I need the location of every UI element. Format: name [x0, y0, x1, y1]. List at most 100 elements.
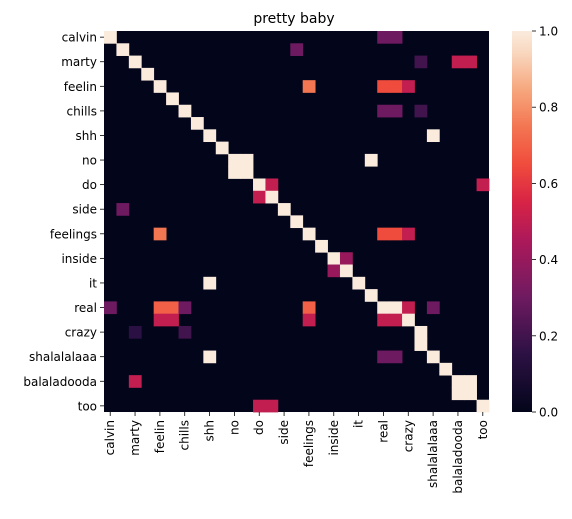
x-tick-label: do	[252, 420, 266, 435]
y-tick-label: too	[78, 399, 97, 413]
heatmap-cell	[240, 153, 254, 167]
heatmap-cell	[253, 178, 266, 192]
heatmap-cell	[364, 289, 378, 302]
y-tick-label: it	[89, 276, 97, 290]
colorbar-tick-label: 0.8	[539, 101, 558, 115]
heatmap-cell	[203, 276, 217, 290]
y-tick-label: feelin	[64, 80, 97, 94]
heatmap-cell	[153, 301, 167, 315]
y-tick-label: shalalalaaa	[29, 350, 97, 364]
heatmap-cell	[104, 31, 117, 44]
heatmap-cell	[464, 55, 477, 69]
heatmap-cell	[377, 31, 391, 44]
x-tick-label: no	[227, 420, 241, 435]
heatmap-cell	[277, 203, 291, 216]
heatmap-cell	[451, 387, 465, 401]
heatmap-cell	[389, 80, 403, 93]
heatmap-cell	[240, 166, 254, 179]
colorbar	[512, 31, 532, 412]
heatmap-cell	[203, 350, 217, 364]
heatmap-cell	[377, 301, 391, 315]
heatmap-cell	[389, 350, 403, 364]
y-tick-label: no	[82, 154, 97, 168]
y-tick-label: chills	[67, 104, 97, 118]
heatmap-cell	[315, 239, 328, 253]
heatmap-cell	[228, 153, 242, 167]
heatmap-cell	[377, 104, 391, 118]
heatmap-cell	[178, 301, 192, 315]
heatmap-cell	[265, 178, 279, 192]
heatmap-cell	[265, 399, 279, 413]
x-tick-label: inside	[327, 420, 341, 456]
chart-title: pretty baby	[253, 11, 334, 27]
x-axis: calvin marty feelin chills shh no do side feelin…	[103, 412, 490, 494]
heatmap-cell	[476, 178, 490, 192]
y-tick-label: marty	[61, 55, 97, 69]
heatmap-cell	[190, 117, 204, 130]
heatmap-cell	[476, 399, 490, 413]
heatmap-cell	[364, 153, 378, 167]
heatmap-cell	[265, 190, 279, 204]
heatmap-cell	[327, 264, 341, 278]
heatmap-cell	[389, 301, 403, 315]
heatmap-cell	[302, 227, 316, 241]
colorbar-axis: 0.0 0.2 0.4 0.6 0.8 1.0	[532, 25, 558, 420]
x-tick-label: calvin	[103, 420, 117, 455]
heatmap-cell	[402, 301, 415, 315]
heatmap-cell	[339, 264, 353, 278]
colorbar-tick-label: 1.0	[539, 25, 558, 39]
heatmap-cell	[290, 43, 304, 56]
colorbar-tick-label: 0.4	[539, 253, 558, 267]
heatmap-cell	[166, 313, 179, 327]
heatmap-cell	[153, 80, 167, 93]
y-tick-label: crazy	[65, 326, 97, 340]
heatmap-cells	[104, 31, 490, 413]
heatmap-cell	[128, 55, 142, 69]
y-tick-label: calvin	[62, 31, 97, 45]
heatmap-cell	[327, 252, 341, 265]
y-tick-label: inside	[61, 252, 97, 266]
heatmap-cell	[153, 227, 167, 241]
heatmap-cell	[352, 276, 366, 290]
heatmap-cell	[166, 92, 179, 106]
colorbar-tick-label: 0.2	[539, 329, 558, 343]
heatmap-cell	[464, 387, 477, 401]
heatmap-cell	[178, 104, 192, 118]
heatmap-cell	[377, 350, 391, 364]
y-tick-label: feelings	[50, 227, 97, 241]
heatmap-cell	[128, 375, 142, 388]
x-tick-label: it	[352, 420, 366, 428]
heatmap-cell	[178, 325, 192, 339]
x-tick-label: shh	[203, 420, 217, 441]
heatmap-cell	[153, 313, 167, 327]
heatmap-cell	[377, 80, 391, 93]
heatmap-cell	[402, 227, 415, 241]
heatmap-cell	[389, 313, 403, 327]
heatmap-cell	[426, 301, 440, 315]
colorbar-tick-label: 0.0	[539, 406, 558, 420]
heatmap-cell	[464, 375, 477, 388]
heatmap-cell	[141, 67, 155, 81]
heatmap-cell	[414, 55, 428, 69]
heatmap-cell	[215, 141, 229, 155]
heatmap-cell	[290, 215, 304, 229]
heatmap-cell	[439, 362, 453, 376]
heatmap-cell	[128, 325, 142, 339]
heatmap-cell	[116, 203, 130, 216]
heatmap-cell	[377, 313, 391, 327]
x-tick-label: marty	[128, 420, 142, 456]
x-tick-label: too	[476, 420, 490, 439]
heatmap-cell	[203, 129, 217, 143]
y-tick-label: real	[74, 301, 97, 315]
heatmap-cell	[389, 227, 403, 241]
x-tick-label: side	[277, 420, 291, 445]
heatmap-cell	[451, 55, 465, 69]
x-tick-label: feelin	[153, 420, 167, 453]
x-tick-label: shalalalaaa	[426, 420, 440, 488]
heatmap-cell	[339, 252, 353, 265]
colorbar-tick-label: 0.6	[539, 177, 558, 191]
x-tick-label: chills	[178, 420, 192, 450]
heatmap-cell	[253, 190, 266, 204]
heatmap-cell	[104, 301, 117, 315]
heatmap-cell	[389, 104, 403, 118]
